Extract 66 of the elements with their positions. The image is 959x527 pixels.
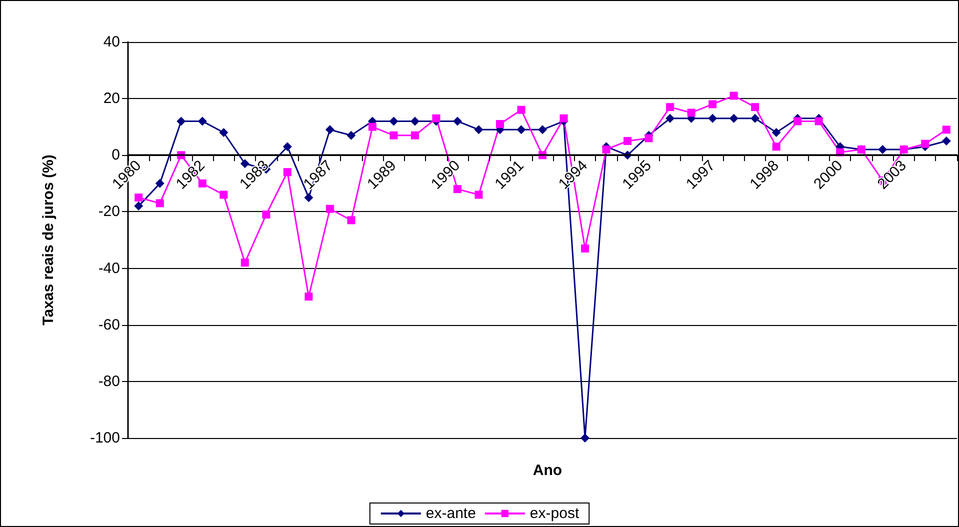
y-tick-label: 0 bbox=[112, 146, 120, 164]
point bbox=[304, 193, 314, 202]
point bbox=[410, 116, 420, 126]
point bbox=[942, 126, 950, 134]
point bbox=[942, 136, 951, 146]
point bbox=[346, 130, 356, 140]
y-tick-label: -80 bbox=[98, 372, 120, 390]
y-tick-label: -40 bbox=[98, 260, 120, 277]
point bbox=[219, 128, 228, 138]
point bbox=[516, 125, 526, 134]
point bbox=[474, 190, 483, 199]
y-tick-label: -20 bbox=[98, 203, 120, 220]
point bbox=[772, 142, 780, 151]
point bbox=[304, 292, 313, 301]
point bbox=[751, 103, 760, 112]
point bbox=[134, 202, 144, 211]
point bbox=[666, 114, 675, 123]
point bbox=[262, 210, 270, 219]
point bbox=[240, 258, 249, 267]
point bbox=[666, 103, 674, 112]
point bbox=[750, 114, 760, 123]
point bbox=[347, 216, 356, 224]
point bbox=[687, 108, 696, 117]
point bbox=[538, 125, 547, 134]
point bbox=[220, 190, 228, 199]
point bbox=[282, 142, 292, 152]
point bbox=[730, 92, 738, 100]
point bbox=[517, 106, 526, 114]
point bbox=[878, 144, 888, 154]
point bbox=[474, 125, 484, 134]
point bbox=[390, 131, 398, 140]
point bbox=[134, 194, 143, 202]
point bbox=[326, 204, 334, 213]
point bbox=[368, 122, 376, 131]
point bbox=[283, 168, 292, 176]
point bbox=[452, 116, 462, 126]
point bbox=[176, 116, 186, 126]
point bbox=[581, 244, 590, 252]
point bbox=[156, 199, 164, 208]
point bbox=[708, 114, 718, 123]
point bbox=[624, 137, 632, 145]
legend-label: ex-ante bbox=[426, 505, 476, 522]
point bbox=[772, 128, 781, 138]
point bbox=[921, 140, 930, 148]
point bbox=[198, 116, 207, 126]
point bbox=[580, 434, 590, 442]
legend-label: ex-post bbox=[530, 505, 580, 522]
point bbox=[155, 178, 164, 188]
y-tick-label: 40 bbox=[103, 34, 120, 50]
point bbox=[729, 114, 738, 123]
y-tick-label: 20 bbox=[103, 90, 120, 108]
x-axis-title: Ano bbox=[532, 462, 562, 479]
point bbox=[432, 114, 440, 122]
point bbox=[560, 114, 568, 122]
point bbox=[794, 117, 802, 126]
point bbox=[410, 131, 419, 140]
point bbox=[325, 125, 334, 134]
point bbox=[644, 134, 653, 142]
point bbox=[496, 120, 504, 128]
point bbox=[389, 116, 398, 126]
y-axis-title: Taxas reais de juros (%) bbox=[40, 154, 57, 326]
y-tick-label: -100 bbox=[90, 430, 120, 446]
point bbox=[602, 145, 610, 154]
point bbox=[708, 100, 717, 108]
y-tick-label: -60 bbox=[98, 316, 120, 334]
point bbox=[814, 117, 823, 126]
